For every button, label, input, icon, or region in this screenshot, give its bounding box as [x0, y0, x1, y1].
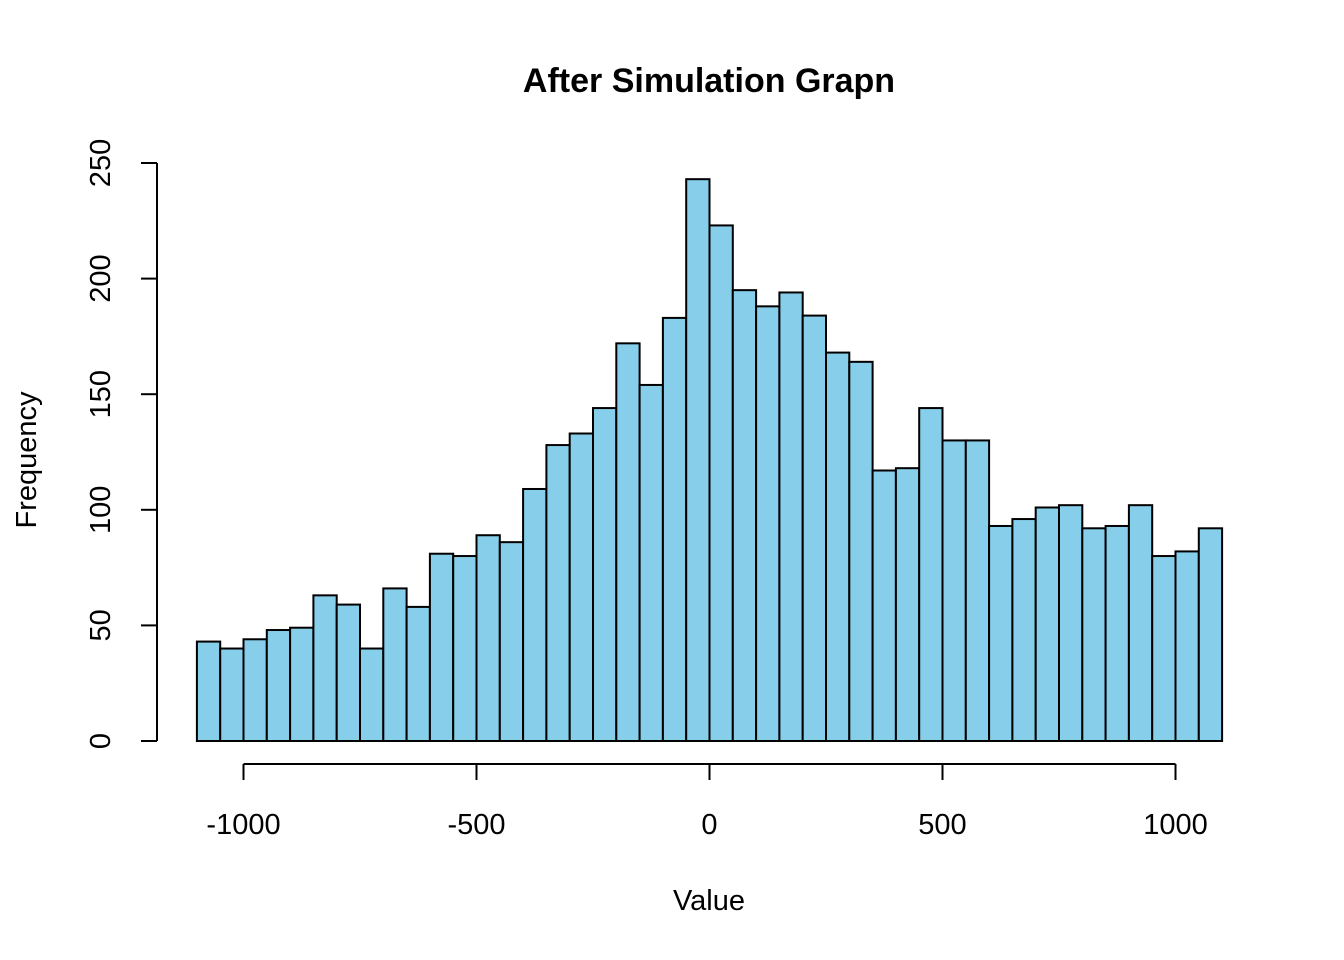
histogram-bar [685, 178, 711, 742]
histogram-bar [755, 305, 781, 742]
histogram-bar [1127, 504, 1154, 742]
histogram-bar [1011, 518, 1037, 742]
histogram-bar [195, 640, 222, 742]
histogram-bar [475, 534, 501, 742]
histogram-bar [289, 626, 315, 742]
histogram-bar [731, 289, 758, 742]
histogram-bar [1197, 527, 1224, 743]
chart-title: After Simulation Grapn [523, 62, 895, 100]
y-tick-label: 100 [85, 486, 117, 534]
histogram-bar [428, 552, 455, 743]
histogram-bar [941, 439, 967, 742]
x-tick-label: 1000 [1143, 809, 1208, 841]
histogram-bar [1174, 550, 1200, 743]
histogram-bar [778, 291, 804, 742]
histogram-bar [1151, 555, 1177, 742]
histogram-bar [522, 487, 548, 742]
histogram-bar [825, 351, 851, 742]
histogram-bar [894, 467, 921, 742]
histogram-bar [568, 432, 595, 742]
histogram-bar [498, 541, 525, 743]
y-tick-label: 200 [85, 254, 117, 302]
y-axis-label: Frequency [11, 391, 43, 529]
histogram-bar [335, 603, 362, 742]
x-axis: -1000 -500 0 500 1000 [206, 763, 1208, 841]
histogram-bar [219, 647, 245, 743]
histogram-bar [545, 444, 571, 742]
histogram-bar [871, 469, 897, 742]
histogram-bar [1081, 527, 1107, 743]
histogram-bar [918, 407, 944, 742]
histogram-bar [708, 224, 734, 742]
histogram-bar [452, 555, 478, 742]
histogram-bar [359, 647, 385, 743]
histogram-bar [242, 638, 268, 742]
x-tick-label: 0 [701, 809, 717, 841]
histogram-bar [988, 524, 1014, 743]
histogram-bar [265, 629, 292, 742]
y-axis: 0 50 100 150 200 250 [85, 139, 158, 749]
y-tick-label: 0 [85, 733, 117, 749]
histogram-bar [661, 316, 688, 742]
x-tick-label: -1000 [206, 809, 280, 841]
histogram-bar [615, 342, 641, 742]
histogram-bar [592, 407, 618, 742]
x-axis-label: Value [673, 885, 745, 917]
histogram-bar [1058, 504, 1084, 742]
y-tick-label: 250 [85, 139, 117, 187]
x-tick-label: -500 [447, 809, 505, 841]
histogram-bar [312, 594, 338, 742]
histogram-bar [1034, 506, 1060, 742]
histogram-bar [382, 587, 408, 743]
y-tick-label: 50 [85, 609, 117, 641]
y-tick-label: 150 [85, 370, 117, 418]
histogram-bar [801, 314, 828, 742]
histogram-bar [405, 605, 431, 742]
histogram-bar [1104, 524, 1130, 743]
histogram-bar [638, 383, 664, 742]
x-tick-label: 500 [918, 809, 966, 841]
histogram-bar [848, 360, 874, 742]
histogram-bar [964, 439, 991, 742]
bars-group [195, 178, 1224, 743]
